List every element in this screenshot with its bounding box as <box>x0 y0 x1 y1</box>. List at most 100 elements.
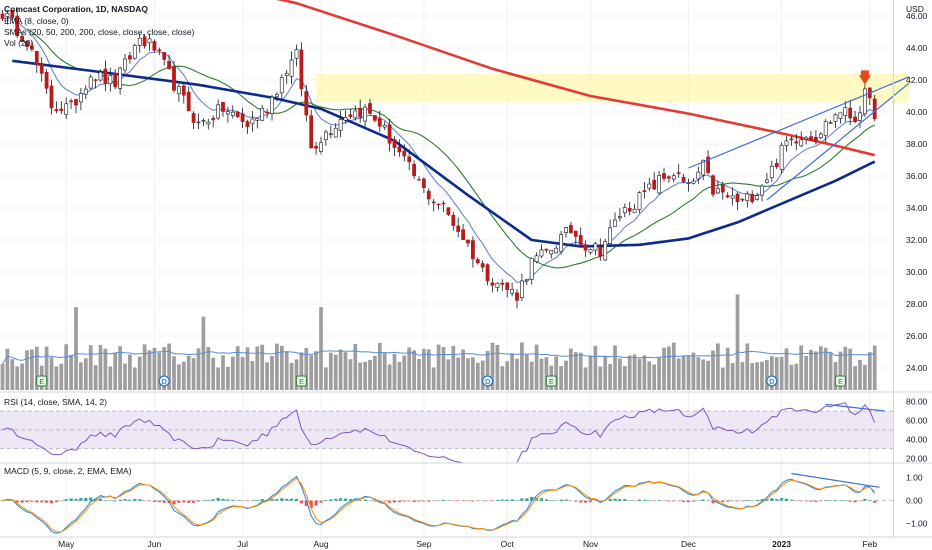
rsi-tick-label: 20.00 <box>906 453 928 463</box>
macd-histogram-bar <box>515 500 519 501</box>
candle-body <box>118 67 123 89</box>
volume-bar <box>794 363 799 390</box>
volume-bar <box>152 347 157 390</box>
candle-body <box>226 111 230 115</box>
macd-histogram-bar <box>721 500 725 502</box>
macd-histogram-bar <box>157 500 161 503</box>
candle-body <box>617 216 622 219</box>
candle-body <box>44 71 49 89</box>
earnings-marker: E <box>834 375 846 387</box>
volume-ma-line <box>2 350 875 365</box>
macd-histogram-bar <box>98 498 103 501</box>
volume-bar <box>676 358 681 390</box>
macd-histogram-bar <box>74 498 78 501</box>
candle-body <box>343 117 348 121</box>
volume-bar <box>755 362 759 390</box>
volume-bar <box>475 362 480 390</box>
macd-histogram-bar <box>275 499 279 501</box>
macd-histogram-bar <box>304 500 308 507</box>
volume-bar <box>30 349 34 390</box>
macd-histogram-bar <box>495 499 499 501</box>
macd-histogram-bar <box>162 500 166 503</box>
candle-body <box>828 122 833 124</box>
volume-bar <box>328 352 333 390</box>
dividend-marker-circle <box>766 375 778 387</box>
macd-histogram-bar <box>584 500 588 503</box>
macd-histogram-bar <box>373 500 377 502</box>
macd-histogram-bar <box>206 499 210 501</box>
volume-bar <box>15 366 20 390</box>
volume-bar <box>108 366 113 390</box>
macd-histogram-bar <box>383 500 387 502</box>
candle-body <box>309 115 314 149</box>
volume-bar <box>128 354 132 390</box>
candle-body <box>872 98 877 120</box>
volume-bar <box>720 367 725 390</box>
volume-bar <box>333 354 338 390</box>
earnings-marker-box <box>545 375 557 387</box>
volume-bar <box>407 347 412 390</box>
volume-bar <box>284 351 289 390</box>
volume-bar <box>191 358 196 390</box>
candle-body <box>598 246 603 257</box>
earnings-marker-box <box>295 375 307 387</box>
macd-histogram-bar <box>809 500 813 502</box>
volume-bar <box>789 364 794 390</box>
macd-histogram-bar <box>819 500 823 502</box>
volume-bar <box>402 355 407 390</box>
macd-histogram-bar <box>177 500 181 503</box>
volume-bar <box>848 348 853 390</box>
candle-body <box>152 41 157 51</box>
dividend-marker: D <box>158 375 170 387</box>
volume-bar <box>319 307 323 390</box>
candle-body <box>397 146 402 153</box>
macd-histogram-bar <box>677 500 681 502</box>
candle-body <box>240 113 245 122</box>
volume-bar <box>534 344 539 390</box>
macd-histogram-bar <box>471 500 475 502</box>
volume-bar <box>54 366 59 390</box>
rsi-divergence-line <box>825 403 885 412</box>
macd-histogram-bar <box>525 498 529 501</box>
macd-histogram-bar <box>691 500 695 502</box>
volume-bar <box>123 363 127 390</box>
macd-histogram-bar <box>637 499 642 501</box>
macd-histogram-bar <box>201 500 205 501</box>
candle-body <box>779 144 784 170</box>
candle-body <box>647 183 652 189</box>
candle-body <box>338 119 343 131</box>
candle-body <box>230 111 235 116</box>
candle-body <box>764 179 769 183</box>
volume-bar <box>598 366 603 390</box>
candle-body <box>784 140 789 146</box>
candle-body <box>15 15 20 37</box>
macd-histogram-bar <box>299 500 303 504</box>
candle-body <box>323 131 328 141</box>
sma-50-line <box>12 59 876 248</box>
volume-bar <box>132 367 137 390</box>
candle-body <box>510 288 515 294</box>
macd-histogram-bar <box>25 500 29 503</box>
candle-body <box>260 108 265 121</box>
candle-body <box>353 110 358 119</box>
volume-bar <box>221 355 225 390</box>
macd-histogram-bar <box>250 500 254 501</box>
macd-histogram-bar <box>662 500 666 502</box>
volume-bar <box>25 350 29 390</box>
macd-line <box>2 475 876 534</box>
macd-histogram-bar <box>838 500 842 501</box>
macd-histogram-bar <box>559 499 563 501</box>
dividend-marker-circle <box>158 375 170 387</box>
candle-body <box>774 163 779 167</box>
candle-body <box>564 227 568 233</box>
candle-body <box>480 263 485 268</box>
candle-body <box>456 225 461 232</box>
candle-body <box>676 172 681 174</box>
volume-bar <box>632 354 637 390</box>
volume-bar <box>618 358 622 390</box>
volume-bar <box>289 362 294 390</box>
macd-histogram-bar <box>530 496 534 501</box>
volume-bar <box>309 355 314 390</box>
macd-histogram-bar <box>740 500 744 502</box>
macd-histogram-bar <box>735 500 740 502</box>
